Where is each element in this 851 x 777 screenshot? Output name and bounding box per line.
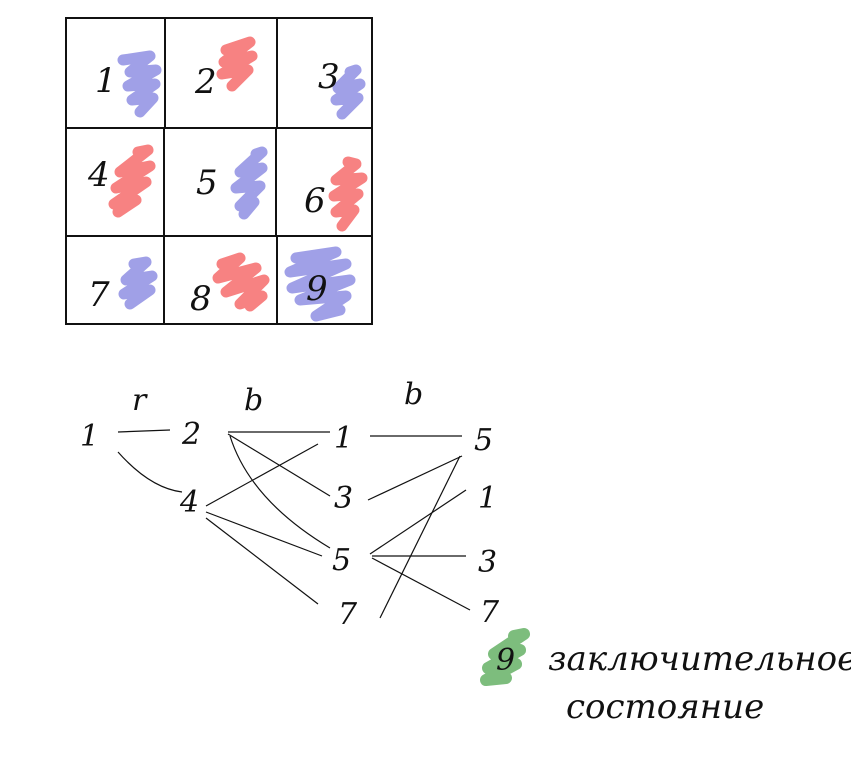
grid-border [65,17,373,325]
edge-label-b: b [404,377,423,412]
edge-4-7 [205,517,319,605]
graph-edges [117,429,471,619]
cell-1-label: 1 [95,61,117,101]
node-9: 9 [496,643,515,678]
node-7: 7 [480,595,500,630]
edge-4-1 [205,443,319,507]
edge-1-2 [117,429,171,433]
graph-nodes: 1 2 4 1 3 5 7 5 1 3 7 9 [80,417,530,686]
final-state-highlight [480,628,530,686]
cell-6-scribble [328,156,368,232]
edge-1-4 [117,451,183,493]
final-state-note: заключительное состояние [548,639,851,727]
cell-7-label: 7 [88,275,110,315]
cell-1-scribble [117,50,162,118]
cell-7-scribble [118,256,158,310]
cell-9-label: 9 [306,269,328,309]
edge-5-7 [371,557,471,611]
edge-label-b: b [244,383,263,418]
node-7: 7 [338,597,358,632]
grid-cells: 1 2 3 4 5 6 7 8 9 [87,36,368,322]
node-3: 3 [334,481,353,516]
edge-7-5 [379,455,461,619]
node-5: 5 [332,543,351,578]
cell-5-scribble [230,146,268,220]
cell-5-label: 5 [196,163,218,203]
edge-4-5 [205,511,323,557]
edge-3-5 [367,455,463,501]
note-line-2: состояние [566,687,764,727]
node-3: 3 [478,545,497,580]
node-4: 4 [179,485,199,520]
cell-2-scribble [216,36,258,92]
cell-4-scribble [108,144,156,218]
cell-3-scribble [330,64,366,120]
node-2: 2 [181,417,201,452]
cell-9-scribble [284,246,356,322]
node-1: 1 [478,481,497,516]
edge-2-5 [229,435,331,549]
edge-5-1 [369,489,467,555]
node-1: 1 [334,421,353,456]
edge-label-r: r [132,383,148,418]
edge-labels: r b b [132,377,423,418]
state-grid [65,17,373,325]
cell-2-label: 2 [194,62,217,102]
cell-8-scribble [212,252,270,312]
node-5: 5 [474,423,493,458]
cell-8-label: 8 [190,279,212,319]
cell-3-label: 3 [318,57,340,97]
note-line-1: заключительное [548,639,851,679]
cell-6-label: 6 [304,181,326,221]
node-1: 1 [80,419,99,454]
cell-4-label: 4 [87,155,110,195]
